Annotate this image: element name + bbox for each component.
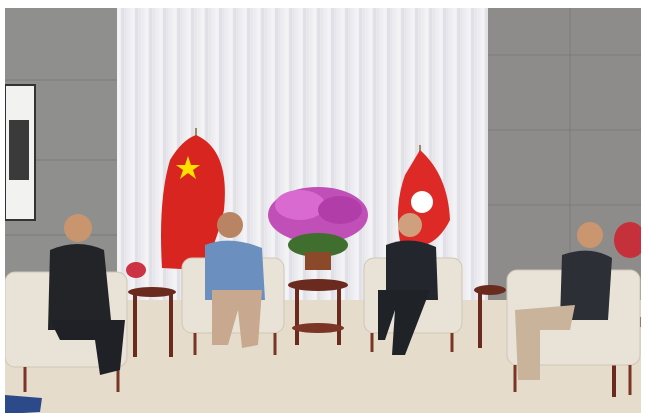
painting-art [9,120,29,180]
flowers [126,262,146,278]
bauhinia [411,191,433,213]
flowers [614,222,646,258]
chair-legs [23,333,632,395]
china-flag [161,135,225,270]
orchid-arrangement [268,187,368,270]
flag-star [176,156,200,179]
person-3 [378,213,438,355]
person-1 [48,214,125,375]
shoe [5,395,42,414]
person-2 [205,212,265,348]
person-4 [515,222,612,380]
